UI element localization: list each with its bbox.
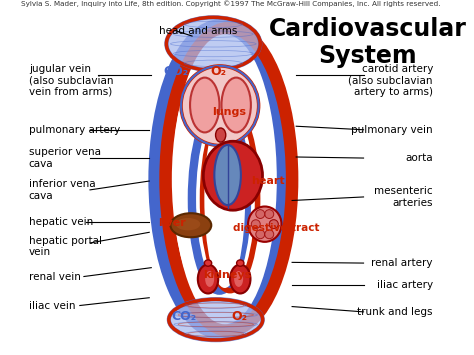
Ellipse shape [265,210,274,218]
Ellipse shape [216,128,226,142]
Ellipse shape [234,271,243,287]
Text: O₂: O₂ [210,65,227,78]
Text: lungs: lungs [212,107,246,117]
Ellipse shape [169,299,263,340]
Ellipse shape [166,17,260,70]
Text: Cardiovascular
System: Cardiovascular System [269,17,466,69]
Ellipse shape [221,78,251,132]
Ellipse shape [203,141,263,210]
Ellipse shape [190,78,219,132]
Ellipse shape [269,220,278,229]
Ellipse shape [230,264,250,294]
Text: heart: heart [251,176,284,186]
Text: head and arms: head and arms [159,26,237,36]
Ellipse shape [256,210,265,218]
Text: jugular vein
(also subclavian
vein from arms): jugular vein (also subclavian vein from … [29,64,113,97]
Ellipse shape [204,109,245,288]
Text: trunk and legs: trunk and legs [357,307,433,317]
Text: aorta: aorta [405,153,433,163]
Ellipse shape [256,230,265,239]
Text: inferior vena
cava: inferior vena cava [29,179,95,201]
Ellipse shape [198,264,218,294]
Text: liver: liver [158,218,185,229]
Text: pulmonary vein: pulmonary vein [351,125,433,135]
Ellipse shape [248,207,282,242]
Text: mesenteric
arteries: mesenteric arteries [374,186,433,208]
Ellipse shape [269,220,278,229]
Ellipse shape [251,220,260,229]
Ellipse shape [265,230,274,239]
Text: CO₂: CO₂ [163,65,188,78]
Text: hepatic portal
vein: hepatic portal vein [29,236,102,257]
Text: hepatic vein: hepatic vein [29,217,93,227]
Text: superior vena
cava: superior vena cava [29,147,101,169]
Ellipse shape [171,213,211,237]
Text: iliac vein: iliac vein [29,300,75,311]
Text: digestive tract: digestive tract [233,223,319,233]
Ellipse shape [181,66,259,146]
Text: renal vein: renal vein [29,272,81,282]
Ellipse shape [237,260,244,266]
Text: CO₂: CO₂ [172,310,197,323]
Text: pulmonary artery: pulmonary artery [29,125,120,135]
Text: kidneys: kidneys [203,270,251,280]
Ellipse shape [214,145,241,205]
Text: carotid artery
(also subclavian
artery to arms): carotid artery (also subclavian artery t… [348,64,433,97]
Ellipse shape [176,218,200,230]
Ellipse shape [173,34,277,324]
Ellipse shape [205,271,214,287]
Text: iliac artery: iliac artery [377,280,433,290]
Text: renal artery: renal artery [372,258,433,268]
Ellipse shape [204,260,212,266]
Text: O₂: O₂ [231,310,247,323]
Text: Sylvia S. Mader, Inquiry into Life, 8th edition. Copyright ©1997 The McGraw-Hill: Sylvia S. Mader, Inquiry into Life, 8th … [21,1,441,7]
